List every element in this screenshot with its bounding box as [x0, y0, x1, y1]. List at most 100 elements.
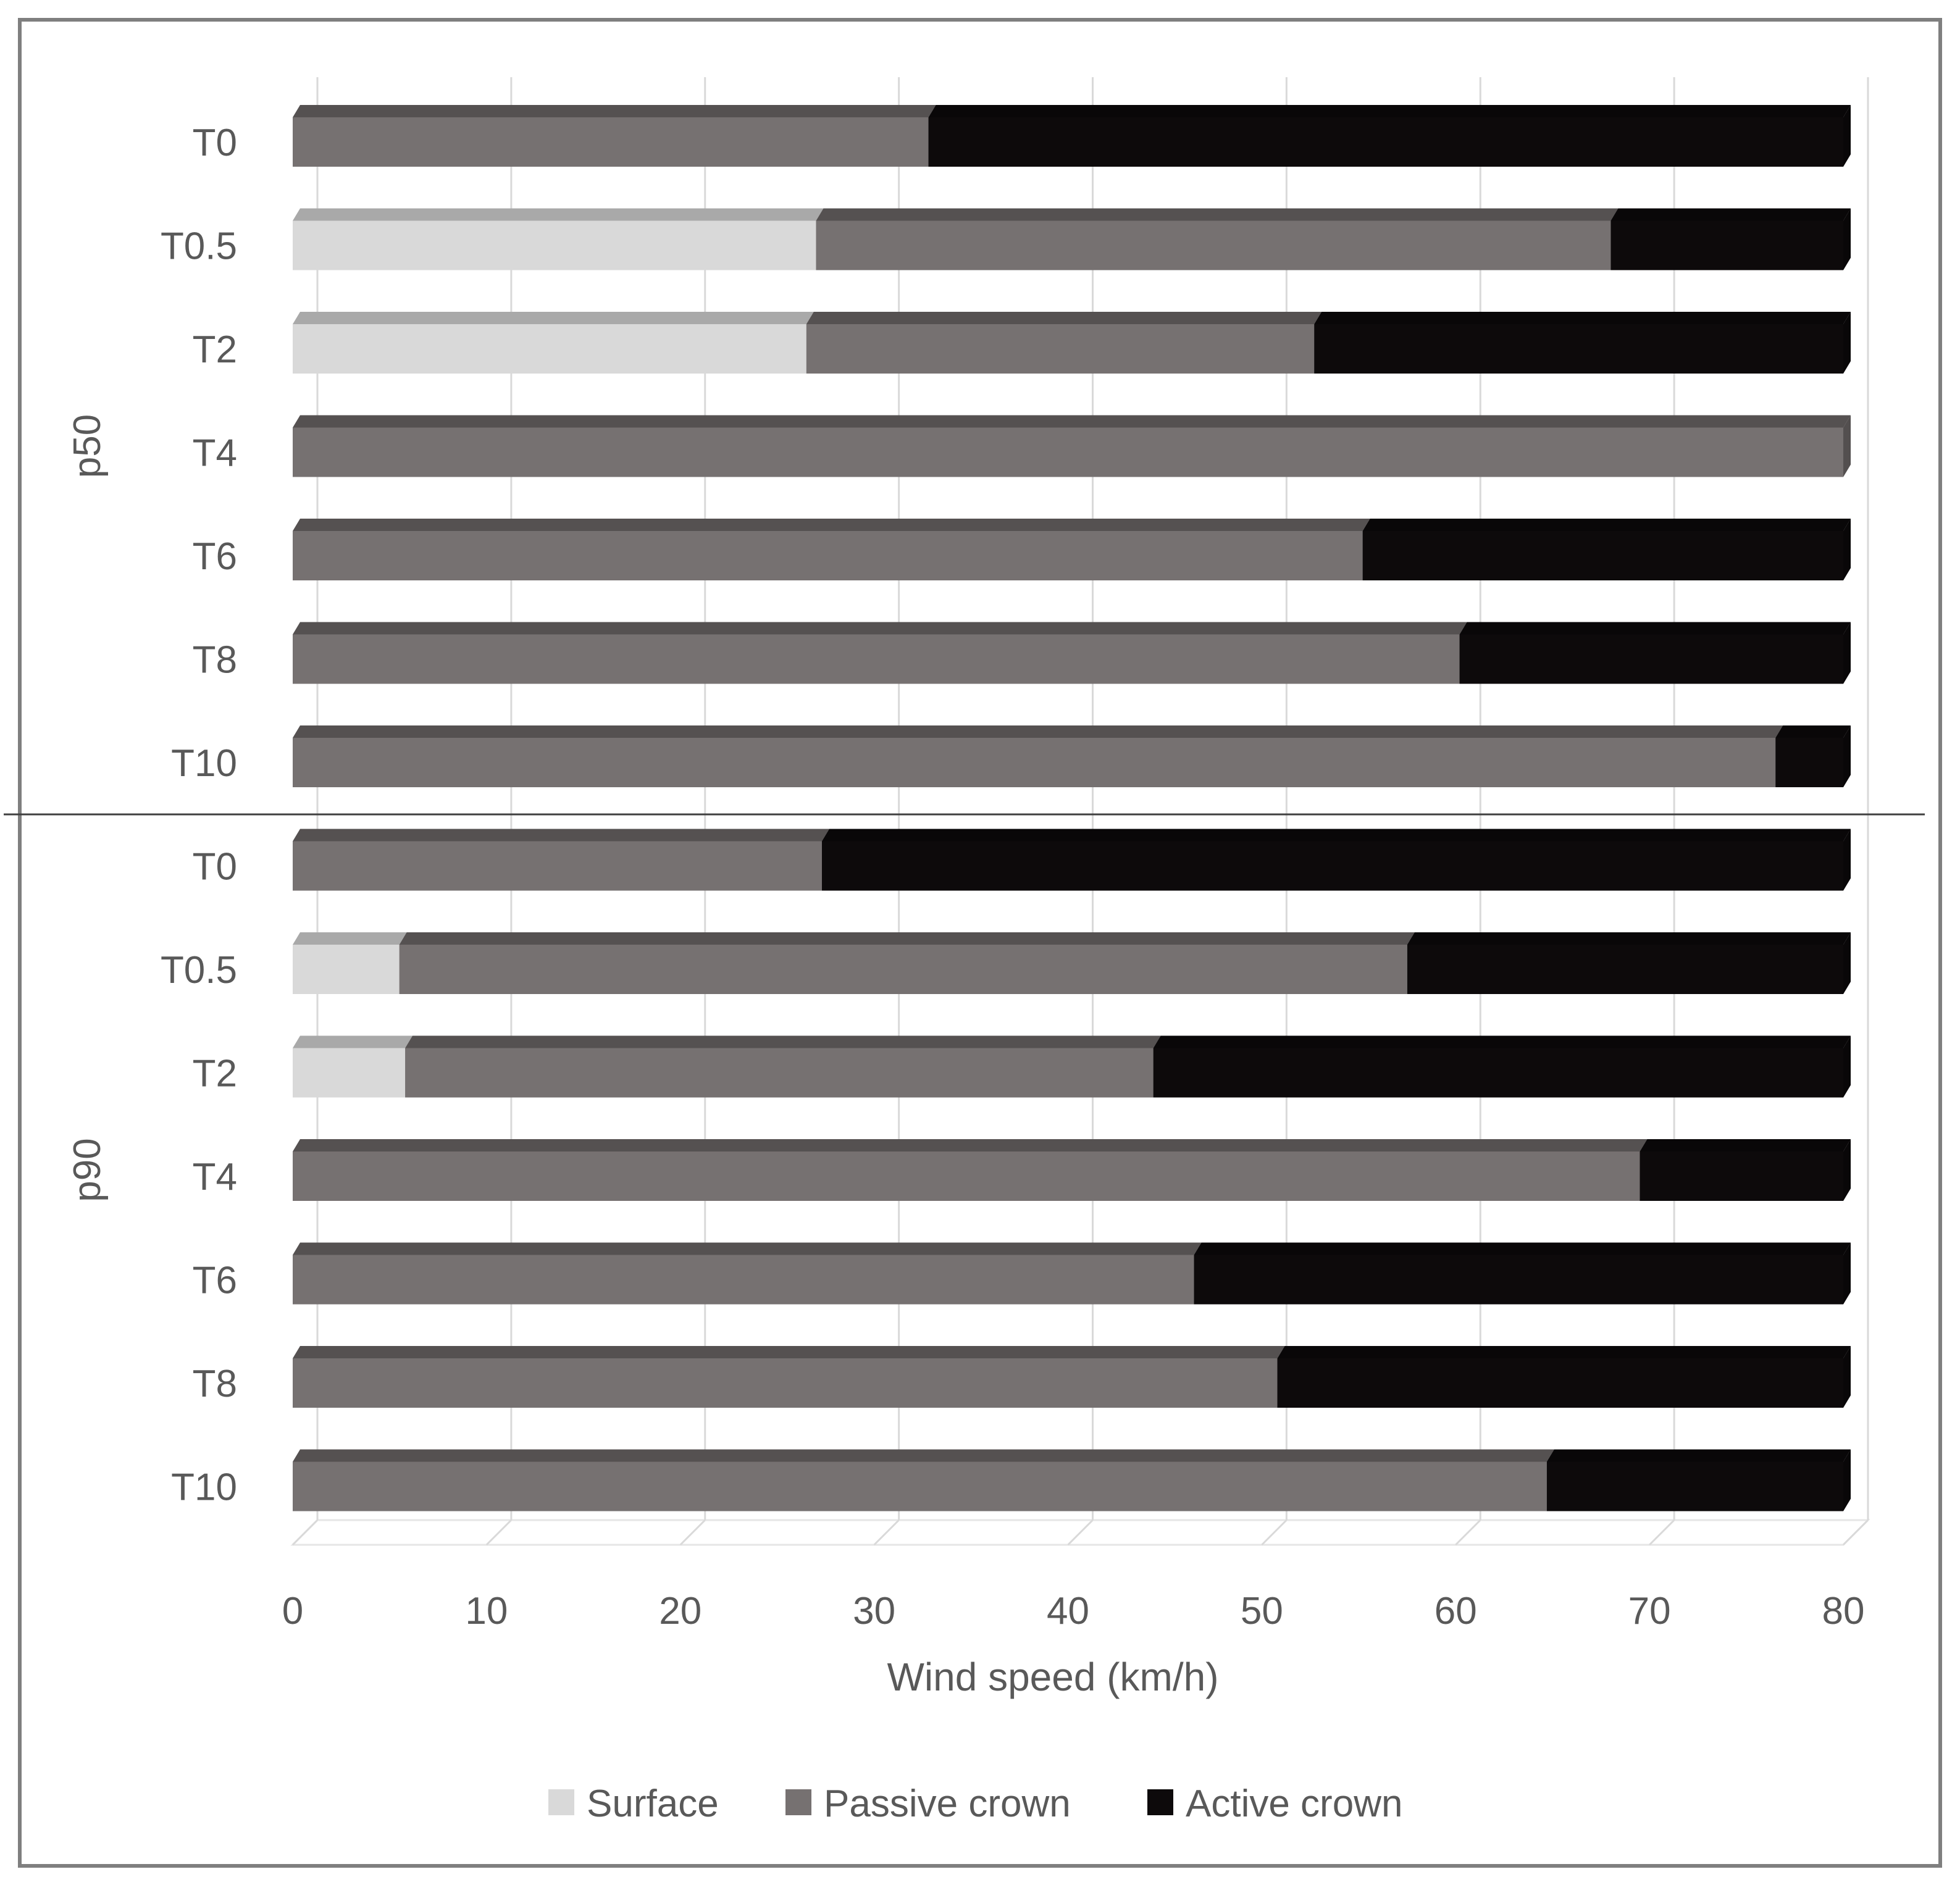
- bar-side-face: [1843, 829, 1851, 891]
- bar-front-face: [1546, 1461, 1843, 1511]
- bar-front-face: [293, 1358, 1278, 1408]
- gridline-floor: [1649, 1519, 1675, 1546]
- bar-front-face: [1314, 324, 1843, 374]
- category-label: T0: [193, 122, 237, 164]
- bar-front-face: [293, 634, 1460, 684]
- bar-segment-active-crown: [1407, 932, 1851, 994]
- bar-row: [293, 1242, 1851, 1305]
- x-axis: 0 10 20 30 40 50 60 70 80: [282, 1590, 1865, 1632]
- bar-front-face: [293, 117, 929, 167]
- bar-front-face: [293, 945, 400, 994]
- gridline-floor: [679, 1519, 706, 1546]
- bar-side-face: [1843, 725, 1851, 787]
- bar-top-face: [293, 208, 824, 221]
- bar-front-face: [1407, 945, 1843, 994]
- bar-front-face: [405, 1048, 1154, 1098]
- bar-segment-active-crown: [1194, 1242, 1851, 1305]
- bar-side-face: [1843, 208, 1851, 270]
- bar-row: [293, 1346, 1851, 1408]
- legend-label: Passive crown: [824, 1783, 1071, 1825]
- bar-segment-passive-crown: [293, 415, 1851, 477]
- legend-label: Active crown: [1186, 1783, 1402, 1825]
- x-tick-label: 0: [282, 1590, 303, 1632]
- bar-segment-passive-crown: [293, 829, 829, 891]
- category-label: T8: [193, 639, 237, 682]
- bar-front-face: [293, 1255, 1194, 1305]
- gridline-floor: [1261, 1519, 1288, 1546]
- bar-segment-passive-crown: [293, 1449, 1554, 1511]
- bar-top-face: [293, 1449, 1554, 1462]
- x-tick-label: 10: [465, 1590, 508, 1632]
- bar-top-face: [1277, 1346, 1851, 1358]
- bar-row: [293, 622, 1851, 684]
- bar-row: [293, 519, 1851, 580]
- bar-segment-active-crown: [1314, 312, 1851, 374]
- bar-front-face: [1277, 1358, 1843, 1408]
- x-tick-label: 80: [1822, 1590, 1865, 1632]
- bar-side-face: [1843, 105, 1851, 167]
- bar-side-face: [1843, 1346, 1851, 1408]
- bar-top-face: [293, 622, 1467, 635]
- bar-top-face: [399, 932, 1415, 945]
- legend-swatch: [548, 1789, 574, 1815]
- bar-side-face: [1843, 1035, 1851, 1098]
- bar-front-face: [1610, 220, 1843, 270]
- bar-top-face: [1314, 312, 1851, 324]
- bar-segment-passive-crown: [293, 519, 1370, 580]
- legend: Surface Passive crown Active crown: [548, 1783, 1402, 1825]
- bar-front-face: [293, 220, 816, 270]
- bar-top-face: [821, 829, 1851, 842]
- bar-top-face: [405, 1035, 1161, 1048]
- x-tick-label: 30: [853, 1590, 895, 1632]
- bar-top-face: [293, 312, 814, 324]
- bar-segment-passive-crown: [293, 1242, 1202, 1305]
- category-label: T6: [193, 535, 237, 578]
- bar-row: [293, 312, 1851, 374]
- legend-item: Active crown: [1147, 1783, 1402, 1825]
- bar-top-face: [293, 415, 1851, 428]
- x-tick-label: 20: [659, 1590, 701, 1632]
- bar-side-face: [1843, 932, 1851, 994]
- bar-row: [293, 208, 1851, 270]
- bar-segment-passive-crown: [293, 622, 1467, 684]
- bar-segment-active-crown: [1362, 519, 1851, 580]
- gridline-floor: [1067, 1519, 1094, 1546]
- bar-top-face: [293, 1346, 1285, 1358]
- bar-top-face: [928, 105, 1851, 117]
- bar-row: [293, 415, 1851, 477]
- bar-segment-active-crown: [1546, 1449, 1851, 1511]
- bar-front-face: [928, 117, 1843, 167]
- bar-segment-passive-crown: [293, 1139, 1648, 1201]
- legend-item: Surface: [548, 1783, 719, 1825]
- bar-top-face: [293, 105, 936, 117]
- bar-front-face: [821, 841, 1843, 891]
- gridline-floor: [485, 1519, 512, 1546]
- bar-front-face: [293, 324, 806, 374]
- legend-item: Passive crown: [785, 1783, 1071, 1825]
- x-tick-label: 40: [1047, 1590, 1089, 1632]
- category-label: T2: [193, 328, 237, 371]
- group-label: p90: [66, 1138, 109, 1202]
- bar-segment-passive-crown: [806, 312, 1322, 374]
- bar-front-face: [1459, 634, 1843, 684]
- bar-top-face: [293, 829, 829, 842]
- bar-front-face: [1194, 1255, 1843, 1305]
- bar-top-face: [816, 208, 1619, 221]
- bar-top-face: [1407, 932, 1851, 945]
- category-label: T8: [193, 1363, 237, 1405]
- bar-segment-surface: [293, 312, 814, 374]
- bar-top-face: [1546, 1449, 1851, 1462]
- x-tick-label: 60: [1434, 1590, 1477, 1632]
- x-tick-label: 50: [1241, 1590, 1283, 1632]
- bar-side-face: [1843, 1242, 1851, 1305]
- bar-side-face: [1843, 622, 1851, 684]
- bar-front-face: [806, 324, 1315, 374]
- bar-front-face: [293, 1151, 1640, 1201]
- bar-front-face: [293, 1461, 1547, 1511]
- group-label: p50: [66, 414, 109, 478]
- bar-row: [293, 932, 1851, 994]
- bar-row: [293, 1035, 1851, 1098]
- bar-front-face: [816, 220, 1611, 270]
- bar-top-face: [293, 519, 1370, 531]
